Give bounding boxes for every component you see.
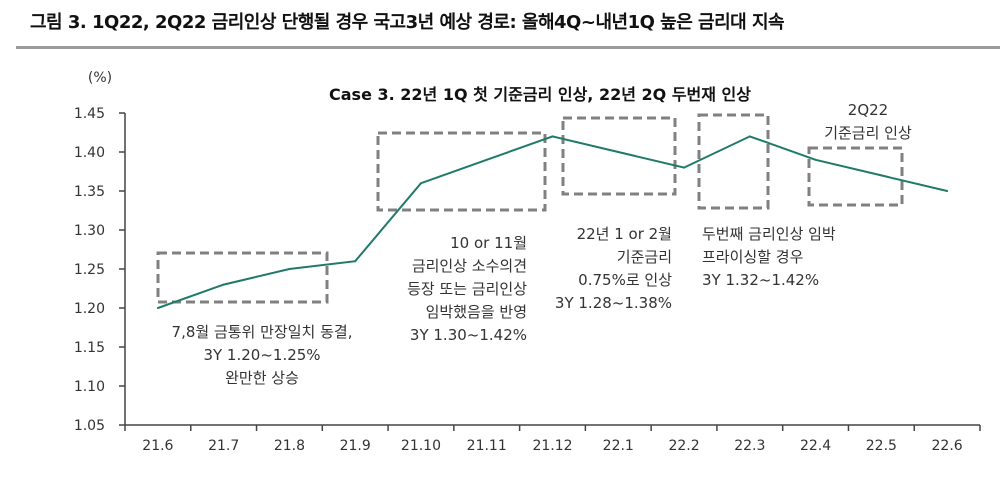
data-point: [683, 166, 686, 169]
annotation-line: 0.75%로 인상: [578, 271, 672, 289]
highlight-box: [156, 251, 329, 304]
data-point: [419, 182, 422, 185]
annotation-line: 기준금리: [617, 248, 672, 266]
x-tick-label: 22.2: [668, 438, 699, 454]
data-point: [354, 260, 357, 263]
x-tick-label: 22.5: [866, 438, 897, 454]
annotation-line: 기준금리 인상: [824, 124, 912, 142]
x-tick-label: 21.11: [467, 438, 507, 454]
y-tick-label: 1.40: [74, 145, 105, 161]
annotation-line: 3Y 1.32~1.42%: [702, 271, 819, 289]
x-tick-label: 22.6: [932, 438, 963, 454]
y-tick-label: 1.30: [74, 223, 105, 239]
data-point: [880, 174, 883, 177]
y-tick-label: 1.05: [74, 418, 105, 434]
chart-title: Case 3. 22년 1Q 첫 기준금리 인상, 22년 2Q 두번재 인상: [329, 85, 751, 104]
title-divider: [16, 46, 1000, 49]
annotation-line: 3Y 1.30~1.42%: [410, 326, 527, 344]
data-point: [814, 158, 817, 161]
highlight-box: [807, 146, 904, 207]
y-tick-label: 1.20: [74, 301, 105, 317]
annotation-line: 임박했음을 반영: [426, 303, 527, 321]
highlight-box: [697, 113, 770, 210]
y-tick-label: 1.10: [74, 379, 105, 395]
annotation-line: 완만한 상승: [225, 369, 299, 387]
annotation-line: 등장 또는 금리인상: [407, 280, 527, 298]
x-tick-label: 22.4: [800, 438, 831, 454]
x-tick-label: 21.9: [340, 438, 371, 454]
annotation-line: 10 or 11월: [450, 234, 527, 252]
data-point: [288, 268, 291, 270]
annotation-line: 프라이싱할 경우: [702, 248, 804, 266]
annotation: 7,8월 금통위 만장일치 동결, 3Y 1.20~1.25% 완만한 상승: [172, 323, 353, 387]
x-tick-label: 21.8: [274, 438, 305, 454]
annotation-line: 22년 1 or 2월: [577, 225, 672, 243]
figure-title: 그림 3. 1Q22, 2Q22 금리인상 단행될 경우 국고3년 예상 경로:…: [30, 12, 785, 33]
data-point: [946, 190, 949, 192]
x-tick-label: 21.7: [208, 438, 239, 454]
annotation-line: 3Y 1.20~1.25%: [203, 346, 320, 364]
y-axis-unit-label: (%): [88, 70, 112, 86]
data-point: [617, 151, 620, 153]
annotation-line: 3Y 1.28~1.38%: [555, 294, 672, 312]
x-tick-label: 21.10: [401, 438, 441, 454]
highlight-box: [376, 131, 547, 212]
data-point: [551, 135, 554, 138]
annotation: 2Q22 기준금리 인상: [824, 101, 912, 142]
annotation-line: 2Q22: [848, 101, 888, 119]
data-line: [157, 135, 948, 309]
y-tick-label: 1.15: [74, 340, 105, 356]
annotation-line: 7,8월 금통위 만장일치 동결,: [172, 323, 353, 341]
y-tick-label: 1.35: [74, 184, 105, 200]
data-point: [222, 283, 225, 286]
y-tick-label: 1.45: [74, 106, 105, 122]
x-tick-label: 21.12: [532, 438, 572, 454]
highlight-box: [561, 116, 677, 196]
annotation-line: 두번째 금리인상 임박: [702, 225, 836, 243]
x-tick-label: 22.3: [734, 438, 765, 454]
data-point: [748, 135, 751, 138]
data-point: [156, 307, 159, 309]
x-tick-label: 22.1: [603, 438, 634, 454]
data-point: [485, 158, 488, 161]
y-tick-label: 1.25: [74, 262, 105, 278]
annotation-line: 금리인상 소수의견: [412, 257, 527, 275]
x-tick-label: 21.6: [142, 438, 173, 454]
